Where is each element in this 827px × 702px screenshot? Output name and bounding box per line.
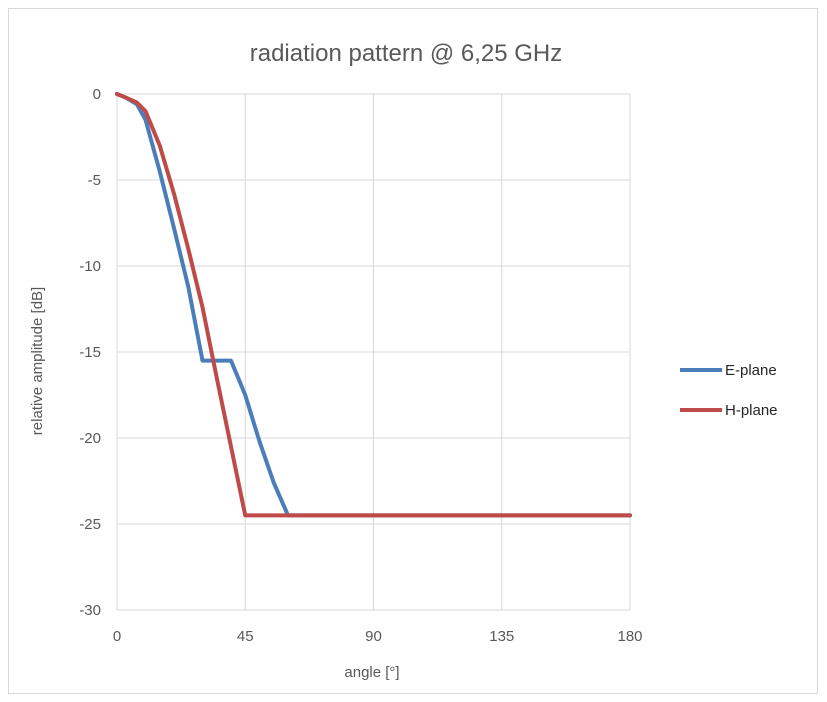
y-axis-title: relative amplitude [dB] <box>29 287 46 435</box>
x-tick-label: 90 <box>365 628 382 645</box>
y-tick-label: -5 <box>88 172 101 189</box>
y-tick-label: -15 <box>79 344 101 361</box>
x-tick-label: 45 <box>237 628 254 645</box>
legend: E-plane H-plane <box>680 362 778 419</box>
legend-label-h-plane: H-plane <box>725 402 778 419</box>
tick-layer: 0 -5 -10 -15 -20 -25 -30 0 45 90 135 180 <box>79 86 642 645</box>
y-tick-label: -30 <box>79 602 101 619</box>
y-tick-label: -10 <box>79 258 101 275</box>
chart-title: radiation pattern @ 6,25 GHz <box>250 40 563 67</box>
series-line-h-plane <box>115 92 632 518</box>
series-line-e-plane <box>115 92 632 518</box>
chart-svg: 0 -5 -10 -15 -20 -25 -30 0 45 90 135 180 radiation … <box>29 40 778 681</box>
y-tick-label: 0 <box>93 86 101 103</box>
y-tick-label: -20 <box>79 430 101 447</box>
series-layer <box>115 92 632 518</box>
x-tick-label: 0 <box>113 628 121 645</box>
y-tick-label: -25 <box>79 516 101 533</box>
x-tick-label: 180 <box>617 628 642 645</box>
legend-label-e-plane: E-plane <box>725 362 777 379</box>
x-axis-title: angle [°] <box>344 664 399 681</box>
chart-frame: 0 -5 -10 -15 -20 -25 -30 0 45 90 135 180 radiation … <box>8 8 818 694</box>
grid-layer <box>116 93 631 611</box>
x-tick-label: 135 <box>489 628 514 645</box>
